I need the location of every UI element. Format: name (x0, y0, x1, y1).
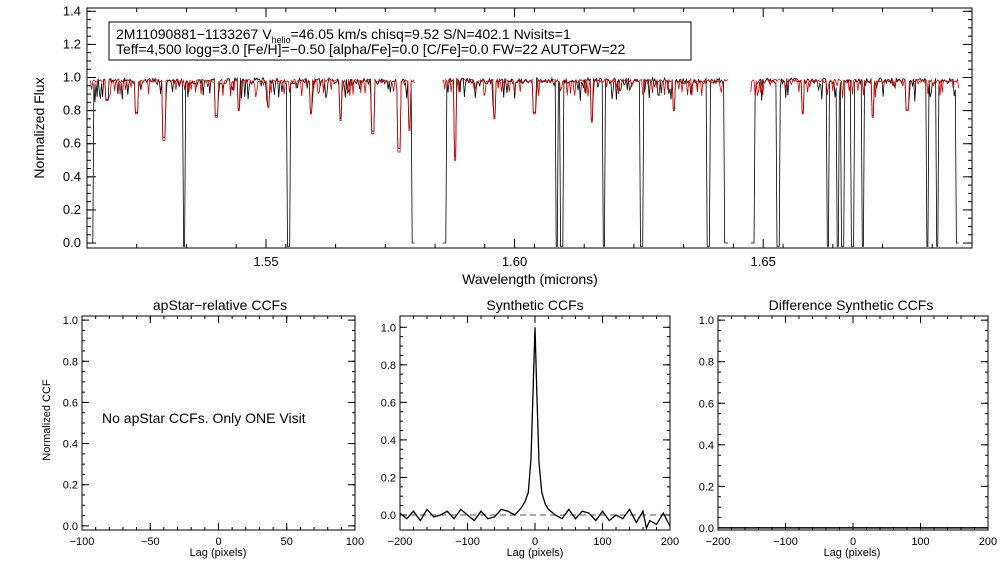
spectrum-info-box (108, 21, 692, 61)
spectrum-traces (89, 76, 959, 247)
ccf-difference-xlabel: Lag (pixels) (824, 547, 881, 559)
ccf-synthetic-xlabel: Lag (pixels) (507, 547, 564, 559)
y-tick-label: 0.2 (63, 202, 81, 217)
x-tick-label: 1.65 (751, 254, 776, 269)
y-tick-label: 1.2 (63, 36, 81, 51)
y-tick-label: 0.8 (63, 356, 78, 368)
y-tick-label: 0.8 (381, 360, 396, 372)
y-tick-label: 1.4 (63, 3, 81, 18)
x-tick-label: −200 (706, 536, 731, 548)
x-tick-label: 100 (911, 536, 929, 548)
y-tick-label: 0.6 (63, 136, 81, 151)
ccf-apstar-message: No apStar CCFs. Only ONE Visit (102, 410, 306, 426)
ccf-difference-title: Difference Synthetic CCFs (769, 297, 934, 313)
x-tick-label: 100 (593, 536, 611, 548)
x-tick-label: 50 (281, 536, 293, 548)
ccf-apstar-title: apStar−relative CCFs (153, 297, 287, 313)
y-tick-label: 0.2 (699, 481, 714, 493)
y-tick-label: 0.8 (63, 103, 81, 118)
spectrum-model-trace (750, 77, 959, 118)
spectrum-xlabel: Wavelength (microns) (462, 271, 598, 287)
ccf-synthetic-series (399, 327, 671, 531)
y-tick-label: 1.0 (699, 315, 714, 327)
x-tick-label: 200 (979, 536, 997, 548)
x-tick-label: 0 (850, 536, 856, 548)
ccf-synthetic-plot (399, 327, 671, 531)
y-tick-label: 0.4 (381, 435, 396, 447)
ccf-panel-synthetic: Synthetic CCFs −200 −100 0 100 200 0.0 0.2 0.4 0… (381, 297, 679, 559)
spectrum-data-trace (750, 76, 959, 247)
x-tick-label: −100 (773, 536, 798, 548)
y-tick-label: 0.2 (381, 472, 396, 484)
y-tick-label: 1.0 (63, 315, 78, 327)
x-tick-label: 0 (215, 536, 221, 548)
y-tick-label: 0.0 (63, 235, 81, 250)
ccf-synthetic-ticks: −200 −100 0 100 200 0.0 0.2 0.4 0.6 0.8 1.0 (381, 316, 679, 548)
x-tick-label: 1.55 (253, 254, 278, 269)
spectrum-frame (86, 7, 973, 249)
y-tick-label: 0.2 (63, 480, 78, 492)
spectrum-panel: 1.55 1.60 1.65 0.0 0.2 0.4 0.6 0.8 1.0 1.2 1.4 Nor… (31, 3, 973, 287)
x-tick-label: 100 (346, 536, 364, 548)
y-tick-label: 1.0 (63, 70, 81, 85)
ccf-ylabel: Normalized CCF (41, 379, 53, 461)
spectrum-info-line1: 2M11090881−1133267 Vhelio=46.05 km/s chi… (116, 26, 571, 45)
x-tick-label: 200 (661, 536, 679, 548)
y-tick-label: 0.4 (63, 439, 78, 451)
spectrum-data-trace (442, 76, 728, 247)
y-tick-label: 0.0 (63, 521, 78, 533)
x-tick-label: −100 (70, 536, 95, 548)
spectrum-info-line2: Teff=4,500 logg=3.0 [Fe/H]=−0.50 [alpha/… (116, 41, 625, 57)
ccf-difference-ticks: −200 −100 0 100 200 0.0 0.2 0.4 0.6 0.8 1.0 (699, 315, 997, 548)
spectrum-ticks: 1.55 1.60 1.65 0.0 0.2 0.4 0.6 0.8 1.0 1.2 1.4 (63, 3, 972, 269)
x-tick-label: −200 (388, 536, 413, 548)
y-tick-label: 0.6 (699, 398, 714, 410)
x-tick-label: 0 (532, 536, 538, 548)
y-tick-label: 0.6 (381, 397, 396, 409)
x-tick-label: −100 (455, 536, 480, 548)
spectrum-model-trace (89, 77, 415, 153)
ccf-apstar-xlabel: Lag (pixels) (190, 547, 247, 559)
y-tick-label: 0.8 (699, 357, 714, 369)
ccf-panel-apstar: apStar−relative CCFs −100 −50 0 50 100 0.0 0.2… (41, 297, 364, 559)
ccf-synthetic-title: Synthetic CCFs (486, 297, 583, 313)
ccf-panel-difference: Difference Synthetic CCFs −200 −100 0 100 20… (699, 297, 997, 559)
x-tick-label: −50 (141, 536, 160, 548)
ccf-apstar-ticks: −100 −50 0 50 100 0.0 0.2 0.4 0.6 0.8 1.0 (63, 315, 364, 548)
spectrum-ylabel: Normalized Flux (31, 77, 47, 178)
y-tick-label: 0.4 (63, 169, 81, 184)
y-tick-label: 1.0 (381, 322, 396, 334)
x-tick-label: 1.60 (502, 254, 527, 269)
y-tick-label: 0.6 (63, 397, 78, 409)
spectrum-model-trace (442, 77, 729, 161)
ccf-difference-frame (717, 315, 989, 531)
y-tick-label: 0.0 (381, 510, 396, 522)
y-tick-label: 0.4 (699, 440, 714, 452)
y-tick-label: 0.0 (699, 523, 714, 535)
